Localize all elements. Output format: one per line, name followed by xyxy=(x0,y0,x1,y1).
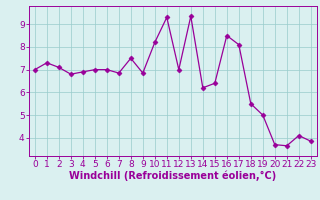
X-axis label: Windchill (Refroidissement éolien,°C): Windchill (Refroidissement éolien,°C) xyxy=(69,171,276,181)
